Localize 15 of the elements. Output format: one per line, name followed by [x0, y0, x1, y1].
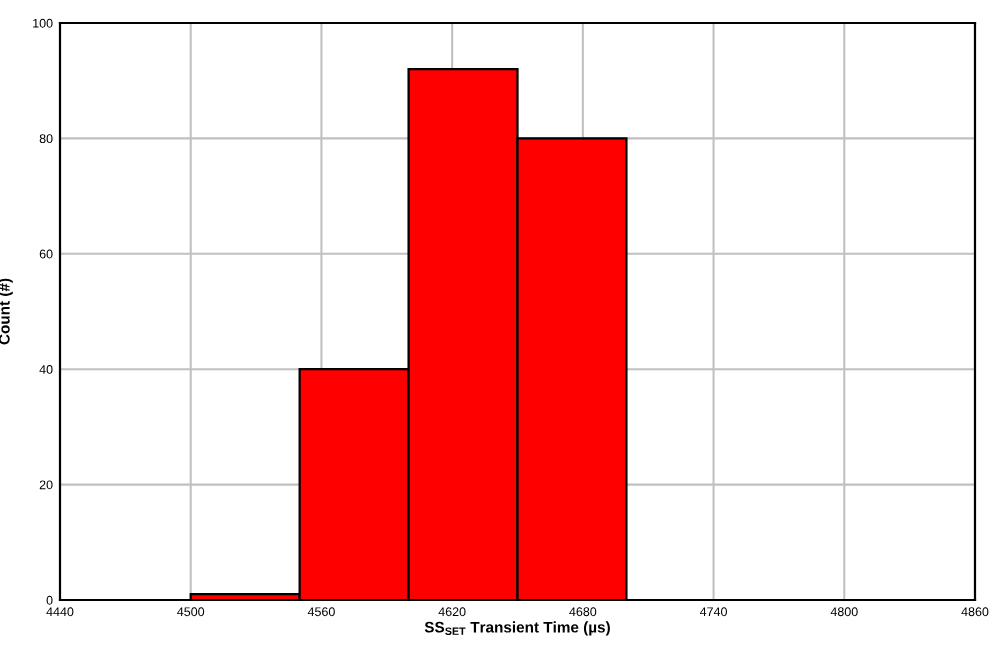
x-tick-label: 4740 [699, 607, 727, 617]
x-tick-label: 4860 [961, 607, 989, 617]
x-tick-label: 4500 [177, 607, 205, 617]
y-tick-label: 20 [39, 480, 53, 490]
y-tick-label: 80 [39, 134, 53, 144]
x-tick-label: 4680 [569, 607, 597, 617]
x-tick-label: 4440 [46, 607, 74, 617]
x-axis-title: SS$_{SET}$ Transient Time (µs) [424, 621, 610, 636]
x-tick-label: 4620 [438, 607, 466, 617]
y-tick-label: 60 [39, 249, 53, 259]
y-tick-label: 0 [46, 595, 53, 605]
y-tick-label: 40 [39, 365, 53, 374]
x-tick-label: 4800 [830, 607, 858, 617]
y-tick-label: 100 [33, 18, 53, 28]
x-tick-label: 4560 [307, 607, 335, 617]
